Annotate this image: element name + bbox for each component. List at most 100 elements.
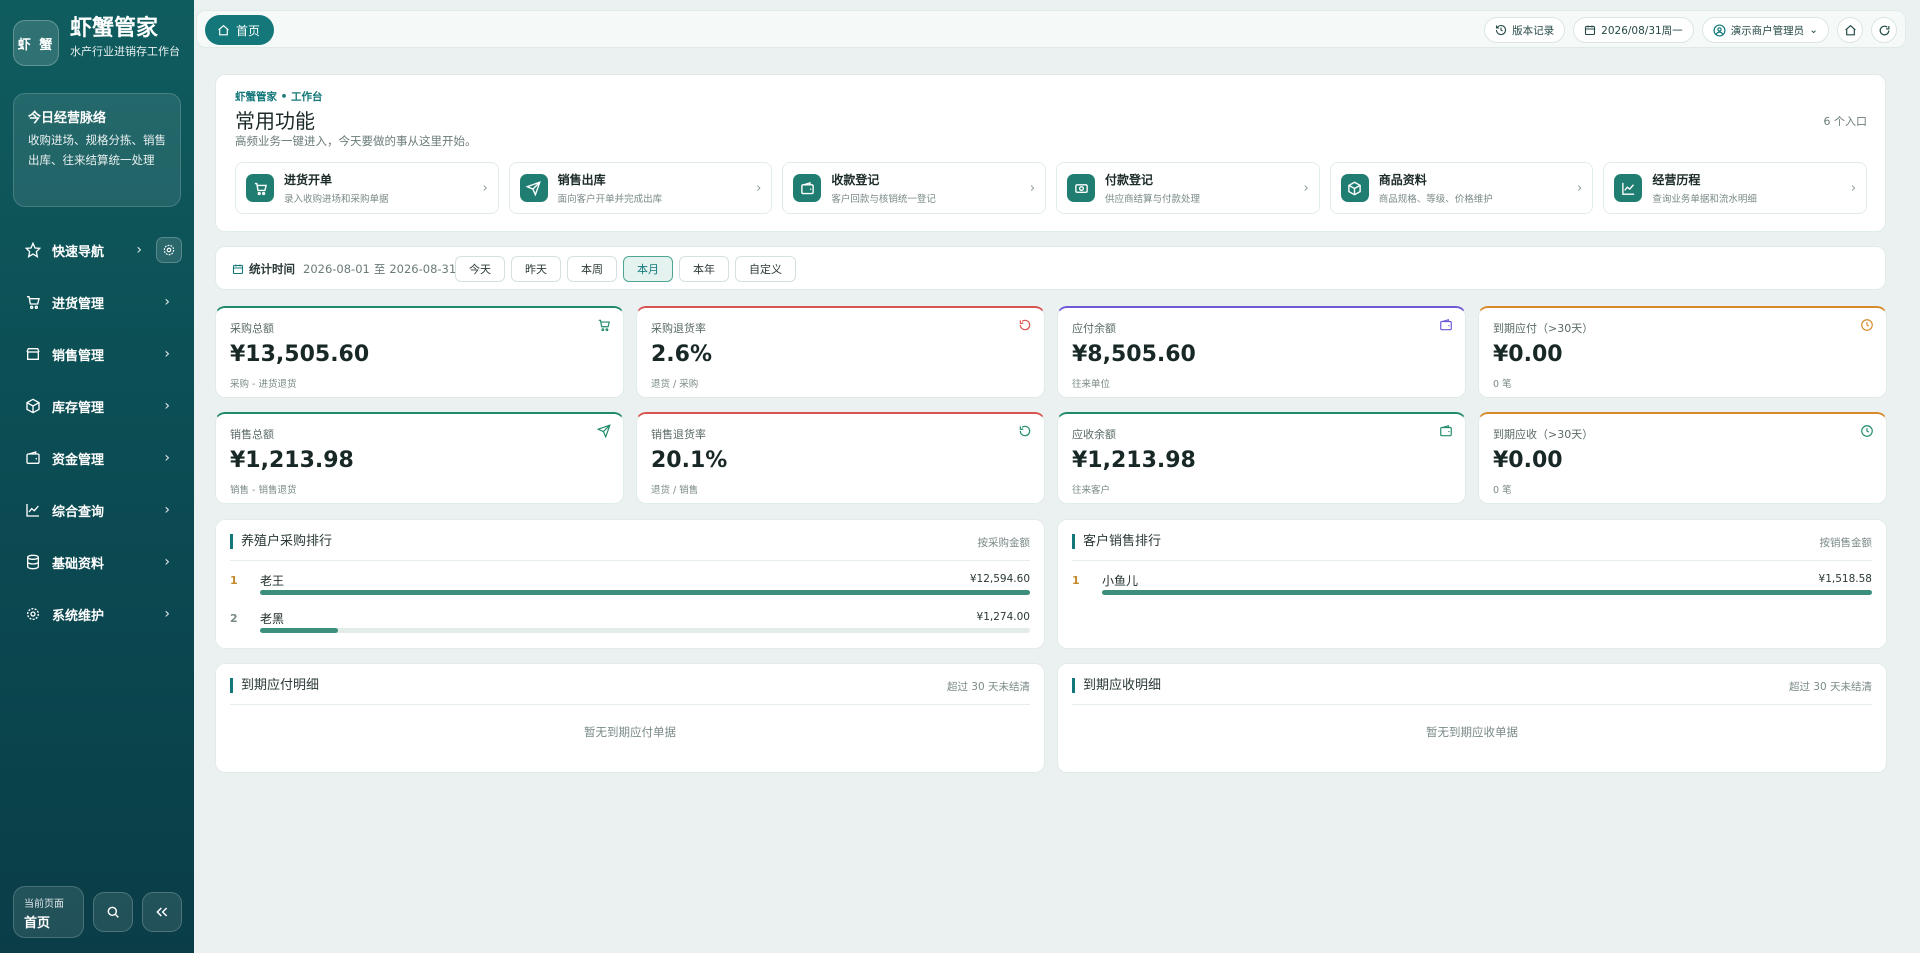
due-payable-panel: 到期应付明细 超过 30 天未结清 暂无到期应付单据 [215, 663, 1045, 773]
nav-label: 库存管理 [52, 400, 105, 416]
user-icon [1713, 23, 1726, 37]
date-range-start: 2026-08-01 [303, 262, 370, 276]
date-label: 2026/08/31周一 [1601, 24, 1683, 37]
filter-today-button[interactable]: 今天 [455, 256, 505, 282]
purchase-rank-panel: 养殖户采购排行 按采购金额 1 老王 ¥12,594.60 2 老黑 ¥1,27… [215, 519, 1045, 649]
filter-custom-button[interactable]: 自定义 [735, 256, 796, 282]
home-button[interactable] [1837, 17, 1863, 43]
divider [230, 560, 1030, 561]
tab-home[interactable]: 首页 [205, 15, 275, 45]
rank-number: 1 [230, 574, 238, 587]
stat-label: 到期应付（>30天） [1493, 322, 1594, 335]
home-icon [1844, 24, 1856, 35]
version-history-button[interactable]: 版本记录 [1484, 17, 1566, 43]
pulse-title: 今日经营脉络 [28, 111, 107, 126]
panel-title: 养殖户采购排行 [230, 534, 332, 549]
chevron-right-icon: › [136, 242, 142, 258]
stat-label: 采购退货率 [651, 322, 706, 335]
nav-item-system[interactable]: 系统维护 › [0, 588, 194, 640]
filter-month-button[interactable]: 本月 [623, 256, 673, 282]
stat-due-receivable: 到期应收（>30天） ¥0.00 0 笔 [1478, 412, 1887, 504]
divider [1072, 560, 1872, 561]
cart-icon [597, 318, 611, 335]
tile-sales-out[interactable]: 销售出库 面向客户开单并完成出库 › [508, 162, 773, 214]
stat-value: 2.6% [651, 342, 713, 367]
stat-label: 销售退货率 [651, 428, 706, 441]
rank-bar-fill [260, 628, 338, 633]
chevron-right-icon: › [482, 181, 488, 196]
stat-label: 到期应收（>30天） [1493, 428, 1594, 441]
rank-amount: ¥12,594.60 [969, 573, 1030, 585]
tile-products[interactable]: 商品资料 商品规格、等级、价格维护 › [1329, 162, 1594, 214]
stat-value: ¥13,505.60 [230, 342, 370, 367]
refresh-button[interactable] [1871, 17, 1897, 43]
stat-due-payable: 到期应付（>30天） ¥0.00 0 笔 [1478, 306, 1887, 398]
date-filter-bar: 统计时间 2026-08-01 至 2026-08-31 今天 昨天 本周 本月… [215, 246, 1886, 290]
chevron-right-icon: › [164, 398, 170, 414]
tile-title: 付款登记 [1105, 173, 1154, 187]
stat-value: ¥1,213.98 [230, 448, 354, 473]
nav-item-inventory[interactable]: 库存管理 › [0, 380, 194, 432]
quick-nav-settings-button[interactable] [156, 237, 182, 263]
nav-item-finance[interactable]: 资金管理 › [0, 432, 194, 484]
current-page-indicator: 当前页面 首页 [13, 886, 84, 938]
stat-sub: 退货 / 采购 [651, 379, 699, 390]
sidebar-footer: 当前页面 首页 [13, 886, 183, 938]
panel-title: 到期应付明细 [230, 678, 319, 693]
stat-sales-return-rate: 销售退货率 20.1% 退货 / 销售 [636, 412, 1045, 504]
rank-row: 1 小鱼儿 ¥1,518.58 [1072, 572, 1872, 602]
nav-label: 进货管理 [52, 296, 105, 312]
chevron-right-icon: › [1303, 181, 1309, 196]
panel-hint: 超过 30 天未结清 [946, 681, 1030, 693]
rank-bar-track [260, 590, 1030, 595]
stat-sub: 0 笔 [1493, 485, 1512, 496]
box-icon [24, 397, 42, 415]
rank-number: 1 [1072, 574, 1080, 587]
nav-label: 综合查询 [52, 504, 105, 520]
rank-number: 2 [230, 612, 238, 625]
rank-amount: ¥1,274.00 [976, 611, 1030, 623]
cart-icon [24, 293, 42, 311]
rank-bar-track [1102, 590, 1872, 595]
version-history-label: 版本记录 [1512, 24, 1555, 37]
user-name: 演示商户管理员 [1730, 24, 1805, 37]
chevron-right-icon: › [1850, 181, 1857, 196]
nav-item-quick[interactable]: 快速导航 › [0, 224, 194, 276]
chevron-down-icon: ⌄ [1809, 24, 1818, 36]
sidebar: 虾 蟹 虾蟹管家 水产行业进销存工作台 今日经营脉络 收购进场、规格分拣、销售出… [0, 0, 194, 953]
quick-functions-card: 虾蟹管家 • 工作台 常用功能 高频业务一键进入，今天要做的事从这里开始。 6 … [215, 74, 1886, 232]
nav-item-purchase[interactable]: 进货管理 › [0, 276, 194, 328]
quick-kicker: 虾蟹管家 • 工作台 [235, 91, 323, 103]
nav-label: 基础资料 [52, 556, 105, 572]
nav-item-basic-data[interactable]: 基础资料 › [0, 536, 194, 588]
tile-desc: 供应商结算与付款处理 [1105, 194, 1201, 205]
tile-payment[interactable]: 付款登记供应商结算与付款处理 › [1056, 162, 1320, 214]
tile-receipt[interactable]: 收款登记 客户回款与核销统一登记 › [782, 162, 1047, 214]
user-menu[interactable]: 演示商户管理员 ⌄ [1701, 17, 1829, 43]
filter-year-button[interactable]: 本年 [679, 256, 729, 282]
stat-purchase-return-rate: 采购退货率 2.6% 退货 / 采购 [636, 306, 1045, 398]
nav-item-query[interactable]: 综合查询 › [0, 484, 194, 536]
stat-payable-balance: 应付余额 ¥8,505.60 往来单位 [1057, 306, 1466, 398]
stat-sales-total: 销售总额 ¥1,213.98 销售 - 销售退货 [215, 412, 624, 504]
tile-history[interactable]: 经营历程 查询业务单据和流水明细 › [1603, 162, 1868, 214]
stat-sub: 往来客户 [1072, 485, 1111, 496]
tile-purchase-order[interactable]: 进货开单 录入收购进场和采购单据 › [235, 162, 499, 214]
search-button[interactable] [93, 892, 133, 932]
date-range-display: 统计时间 2026-08-01 至 2026-08-31 [232, 261, 456, 277]
stat-receivable-balance: 应收余额 ¥1,213.98 往来客户 [1057, 412, 1466, 504]
nav-label: 系统维护 [52, 608, 105, 624]
divider [1072, 704, 1872, 705]
top-bar: 首页 版本记录 2026/08/31周一 演示商户管理员 ⌄ [196, 10, 1906, 48]
nav-item-sales[interactable]: 销售管理 › [0, 328, 194, 380]
chevron-right-icon: › [164, 606, 170, 622]
panel-title: 客户销售排行 [1072, 534, 1161, 549]
tile-title: 收款登记 [831, 173, 880, 187]
date-display[interactable]: 2026/08/31周一 [1573, 17, 1694, 43]
gear-icon [163, 244, 175, 256]
stat-label: 采购总额 [230, 322, 274, 335]
collapse-sidebar-button[interactable] [142, 892, 182, 932]
filter-week-button[interactable]: 本周 [567, 256, 617, 282]
filter-yesterday-button[interactable]: 昨天 [511, 256, 561, 282]
wallet-icon [1439, 318, 1453, 335]
